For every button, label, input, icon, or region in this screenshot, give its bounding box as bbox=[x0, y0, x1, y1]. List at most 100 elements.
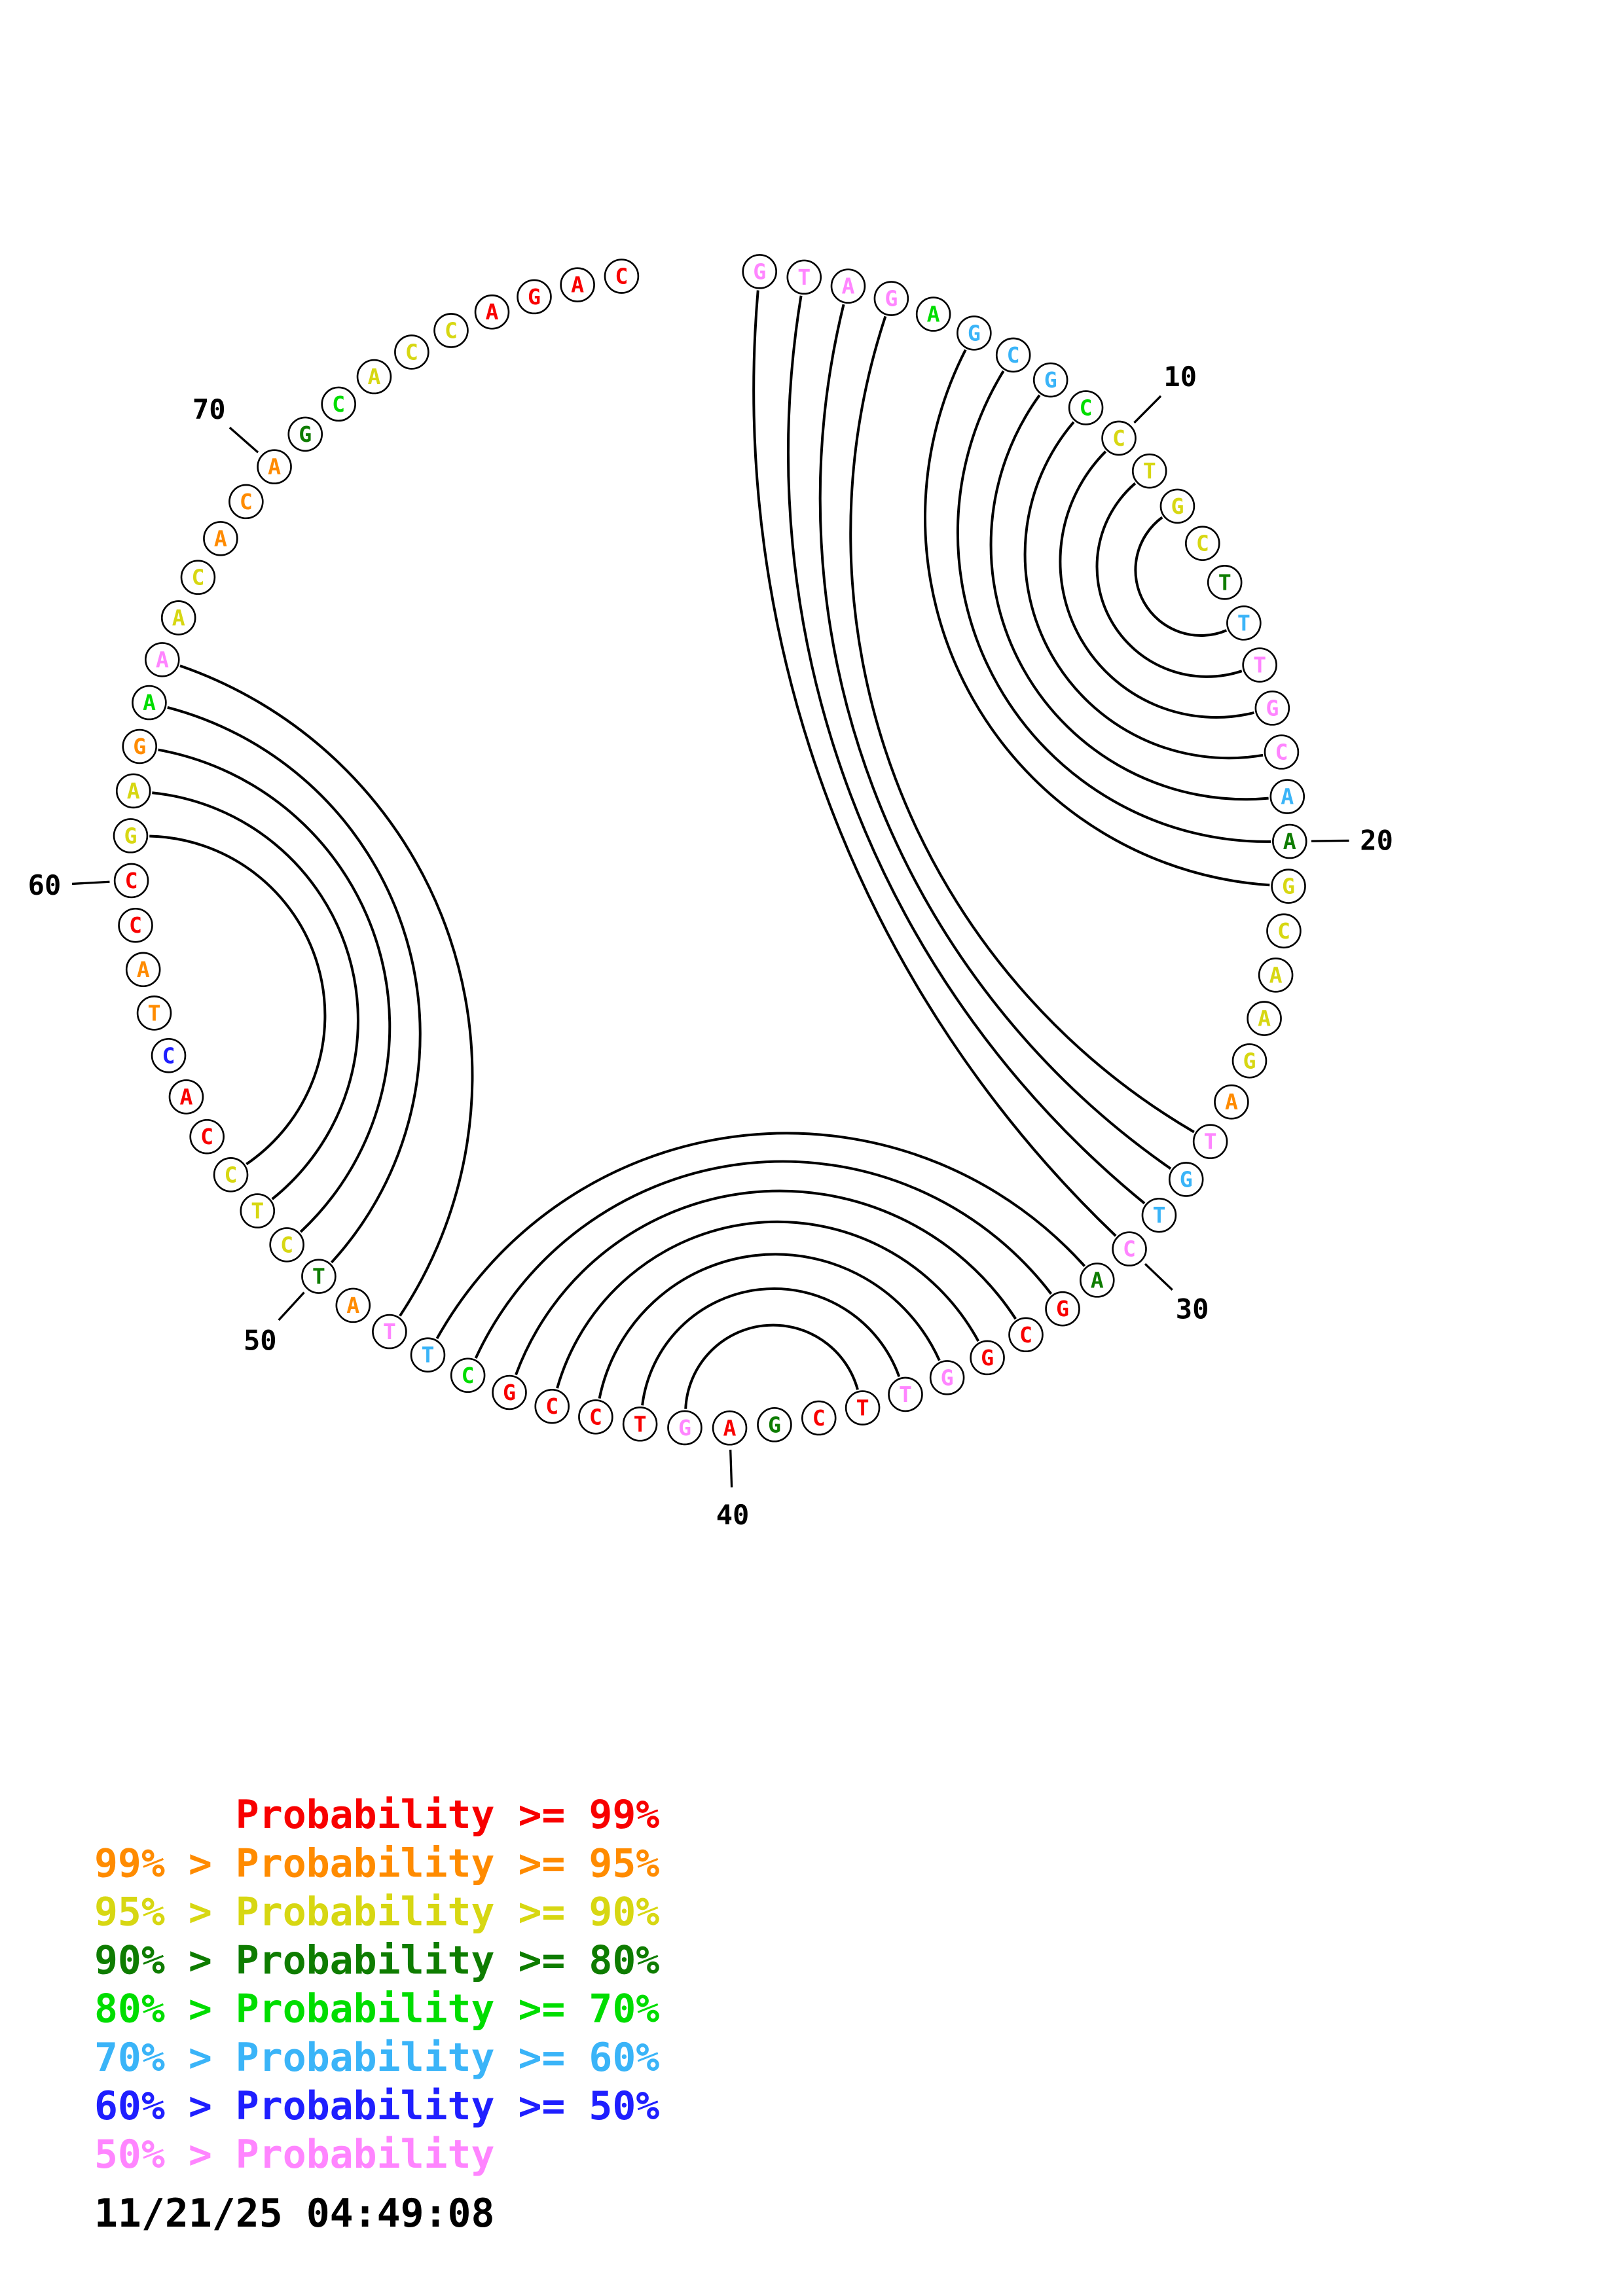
nucleotide-circle-75 bbox=[433, 313, 469, 348]
nucleotide-circle-29 bbox=[1141, 1197, 1177, 1233]
nucleotide-circle-23 bbox=[1258, 958, 1294, 993]
nucleotide-circle-19 bbox=[1269, 779, 1305, 814]
nucleotide-61: G bbox=[113, 818, 149, 853]
nucleotide-76: A bbox=[474, 294, 510, 330]
nucleotide-10: C bbox=[1101, 420, 1137, 456]
nucleotide-circle-70 bbox=[257, 449, 292, 484]
nucleotide-circle-32 bbox=[1045, 1291, 1080, 1327]
nucleotide-letter-58: A bbox=[137, 957, 150, 982]
nucleotide-circle-61 bbox=[113, 818, 149, 853]
nucleotide-38: C bbox=[801, 1400, 837, 1436]
tick-40: 40 bbox=[716, 1449, 749, 1531]
nucleotide-letter-69: C bbox=[240, 489, 253, 514]
nucleotide-73: A bbox=[356, 359, 392, 395]
nucleotide-49: A bbox=[335, 1287, 371, 1323]
nucleotide-letter-73: A bbox=[367, 364, 380, 389]
nucleotide-circle-36 bbox=[888, 1376, 923, 1412]
nucleotide-60: C bbox=[113, 863, 149, 899]
nucleotide-letter-67: C bbox=[191, 565, 204, 590]
pair-arc-31-47 bbox=[435, 1132, 1086, 1340]
nucleotide-16: T bbox=[1242, 647, 1277, 683]
nucleotide-circle-10 bbox=[1101, 420, 1137, 456]
pair-arc-1-30 bbox=[752, 290, 1117, 1237]
tick-label-20: 20 bbox=[1360, 824, 1393, 856]
pair-arc-36-42 bbox=[641, 1287, 901, 1406]
nucleotide-24: A bbox=[1247, 1001, 1282, 1036]
nucleotide-circle-2 bbox=[786, 259, 822, 295]
tick-label-70: 70 bbox=[192, 393, 226, 425]
tick-line-40 bbox=[729, 1449, 733, 1488]
nucleotide-letter-47: T bbox=[421, 1342, 434, 1368]
nucleotide-circle-21 bbox=[1271, 869, 1306, 904]
nucleotide-45: G bbox=[492, 1374, 527, 1410]
nucleotide-letter-64: A bbox=[143, 690, 156, 715]
nucleotide-34: G bbox=[970, 1340, 1005, 1376]
nucleotide-circle-37 bbox=[845, 1390, 881, 1426]
nucleotide-72: C bbox=[321, 386, 356, 422]
nucleotide-circle-68 bbox=[203, 521, 238, 556]
tick-50: 50 bbox=[244, 1291, 305, 1357]
nucleotide-letter-76: A bbox=[486, 299, 499, 325]
tick-line-60 bbox=[71, 880, 110, 886]
nucleotide-29: T bbox=[1141, 1197, 1177, 1233]
nucleotide-letter-7: C bbox=[1007, 342, 1020, 368]
nucleotide-19: A bbox=[1269, 779, 1305, 814]
nucleotide-letter-49: A bbox=[346, 1293, 359, 1318]
nucleotide-letter-6: G bbox=[968, 320, 981, 346]
nucleotide-21: G bbox=[1271, 869, 1306, 904]
nucleotide-circle-59 bbox=[118, 907, 153, 943]
nucleotide-letter-3: A bbox=[841, 274, 854, 299]
nucleotide-circle-55 bbox=[168, 1079, 204, 1115]
nucleotide-40: A bbox=[712, 1410, 748, 1446]
nucleotide-letter-63: G bbox=[133, 734, 146, 759]
pair-arc-3-28 bbox=[818, 304, 1172, 1170]
tick-line-20 bbox=[1311, 839, 1349, 842]
nucleotide-circle-9 bbox=[1068, 390, 1104, 425]
nucleotide-20: A bbox=[1272, 823, 1307, 859]
nucleotide-circle-34 bbox=[970, 1340, 1005, 1376]
nucleotide-circle-48 bbox=[372, 1314, 407, 1350]
nucleotide-letter-43: C bbox=[589, 1404, 602, 1429]
nucleotide-circle-65 bbox=[145, 642, 180, 677]
nucleotide-letter-20: A bbox=[1283, 829, 1296, 854]
pair-arc-9-18 bbox=[1023, 421, 1264, 760]
nucleotide-letter-18: C bbox=[1275, 740, 1288, 765]
nucleotide-letter-65: A bbox=[156, 647, 169, 672]
nucleotide-62: A bbox=[115, 773, 151, 809]
legend-item-p99: Probability >= 99% bbox=[94, 1793, 659, 1838]
pair-arc-33-45 bbox=[515, 1189, 1017, 1376]
pair-arc-32-46 bbox=[474, 1160, 1053, 1359]
nucleotide-circle-69 bbox=[228, 484, 264, 520]
nucleotide-69: C bbox=[228, 484, 264, 520]
nucleotide-circle-57 bbox=[136, 996, 172, 1031]
nucleotide-letter-66: A bbox=[172, 605, 185, 630]
nucleotide-77: G bbox=[517, 279, 552, 315]
nucleotide-letter-2: T bbox=[797, 264, 811, 290]
nucleotide-circle-77 bbox=[517, 279, 552, 315]
nucleotide-circle-64 bbox=[132, 685, 167, 721]
nucleotide-70: A bbox=[257, 449, 292, 484]
nucleotide-letter-70: A bbox=[268, 454, 281, 480]
nucleotide-letter-77: G bbox=[528, 284, 541, 310]
nucleotide-51: C bbox=[269, 1227, 304, 1263]
nucleotide-56: C bbox=[151, 1038, 187, 1073]
nucleotide-letter-39: G bbox=[768, 1412, 781, 1437]
nucleotide-circle-25 bbox=[1231, 1043, 1267, 1079]
legend-item-lt50: 50% > Probability bbox=[94, 2132, 495, 2178]
nucleotide-circle-73 bbox=[356, 359, 392, 395]
nucleotide-letter-34: G bbox=[981, 1345, 994, 1371]
nucleotide-circle-39 bbox=[757, 1407, 792, 1443]
nucleotide-circle-71 bbox=[287, 416, 323, 452]
tick-line-50 bbox=[278, 1291, 305, 1321]
nucleotide-circle-27 bbox=[1192, 1124, 1228, 1159]
nucleotide-58: A bbox=[125, 952, 161, 988]
nucleotide-75: C bbox=[433, 313, 469, 348]
nucleotide-circle-49 bbox=[335, 1287, 371, 1323]
nucleotide-circle-72 bbox=[321, 386, 356, 422]
nucleotide-9: C bbox=[1068, 390, 1104, 425]
nucleotide-66: A bbox=[160, 600, 196, 636]
nucleotide-circle-78 bbox=[560, 267, 595, 302]
nucleotide-26: A bbox=[1214, 1084, 1249, 1120]
nucleotide-letter-62: A bbox=[127, 778, 140, 804]
nucleotide-circle-43 bbox=[578, 1399, 613, 1435]
